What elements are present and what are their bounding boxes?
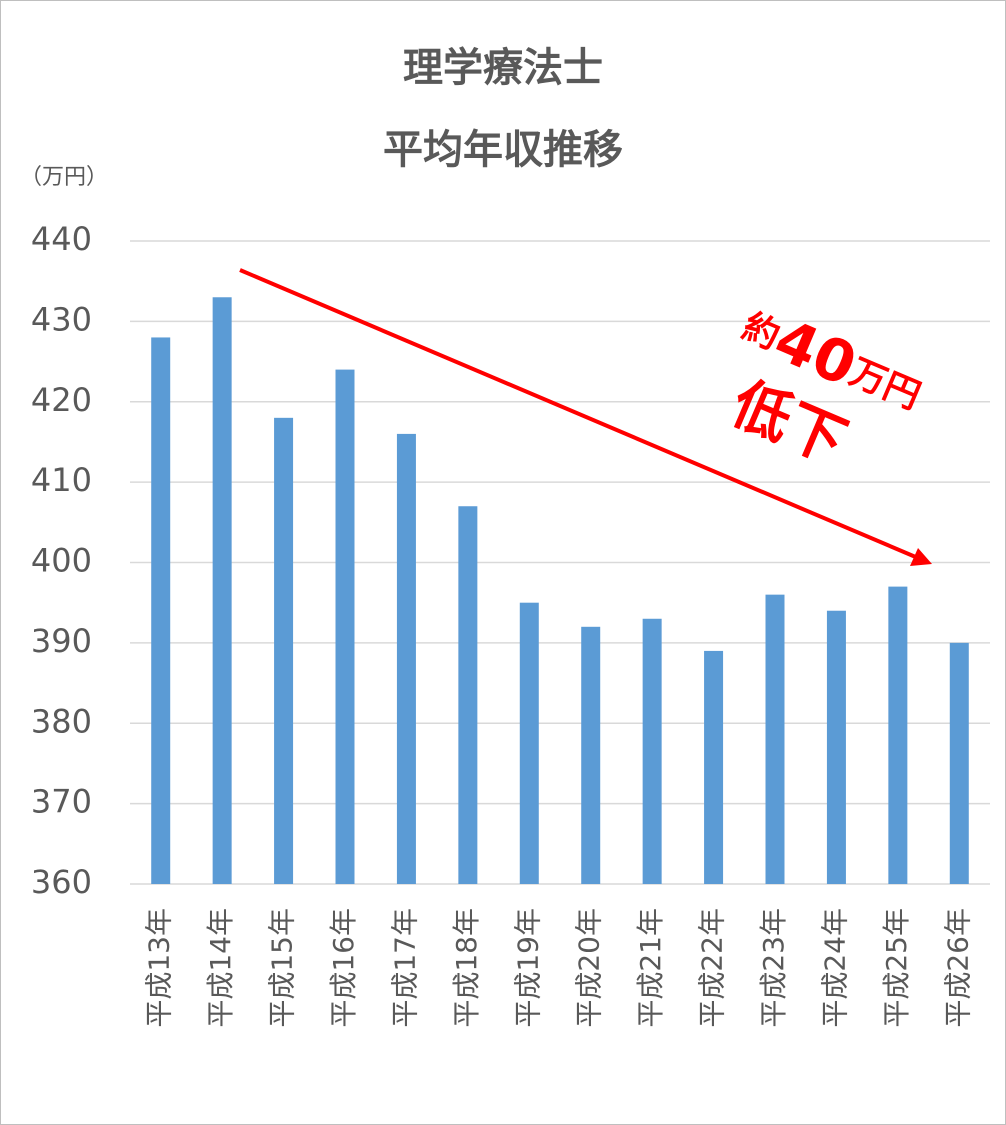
y-axis-label: （万円） [20,165,108,190]
bar [888,586,908,884]
bar [458,506,478,884]
y-tick-label: 410 [31,461,92,499]
bar [765,594,785,884]
y-tick-label: 430 [31,300,92,338]
y-tick-label: 370 [31,783,92,821]
x-tick-label: 平成13年 [143,908,176,1028]
x-tick-label: 平成25年 [880,908,913,1028]
x-tick-label: 平成20年 [573,908,606,1028]
x-tick-label: 平成21年 [634,908,667,1028]
bar [581,626,601,884]
x-tick-label: 平成24年 [818,908,851,1028]
bar [949,642,969,884]
bar [642,618,662,884]
x-tick-label: 平成16年 [327,908,360,1028]
y-tick-label: 360 [31,863,92,901]
y-tick-label: 420 [31,381,92,419]
chart-title: 理学療法士 [403,45,603,91]
arrow-head [910,548,932,566]
x-tick-label: 平成22年 [696,908,729,1028]
x-tick-label: 平成18年 [450,908,483,1028]
y-tick-label: 440 [31,220,92,258]
chart-title: 平均年収推移 [383,127,623,173]
x-tick-label: 平成14年 [204,908,237,1028]
bar [704,650,724,884]
trend-arrow [239,268,919,560]
bar [335,369,355,885]
x-tick-label: 平成19年 [511,908,544,1028]
x-tick-label: 平成15年 [266,908,299,1028]
x-tick-label: 平成17年 [388,908,421,1028]
bar [151,337,171,884]
y-tick-label: 400 [31,542,92,580]
bar [826,610,846,884]
bar [212,297,232,884]
x-tick-label: 平成23年 [757,908,790,1028]
bar [519,602,539,884]
y-tick-label: 380 [31,702,92,740]
annotation: 約40万円 低下 [239,268,932,566]
bar [274,417,294,884]
bar [396,433,416,884]
x-tick-label: 平成26年 [941,908,974,1028]
y-tick-label: 390 [31,622,92,660]
